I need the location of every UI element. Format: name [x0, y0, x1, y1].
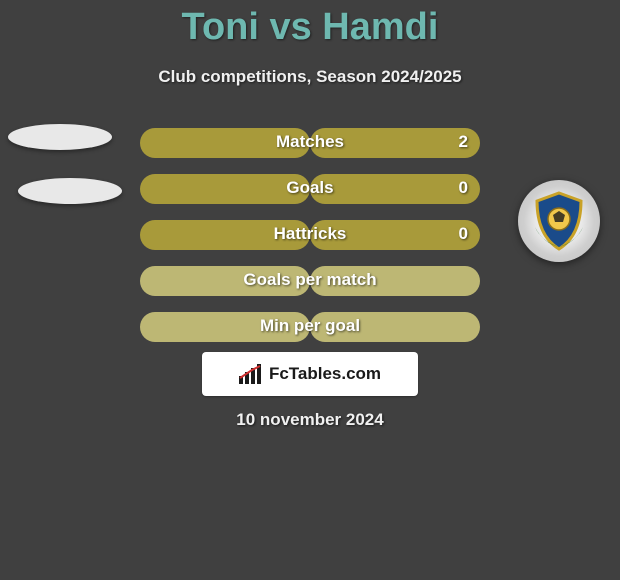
stat-value-right: 2 [459, 132, 468, 152]
stat-label: Goals per match [243, 270, 376, 290]
stat-label: Hattricks [274, 224, 347, 244]
bar-chart-icon [239, 364, 263, 384]
stat-value-right: 0 [459, 178, 468, 198]
stat-row: Min per goal [0, 304, 620, 350]
stat-row: Matches 2 [0, 120, 620, 166]
stat-label: Min per goal [260, 316, 360, 336]
brand-box[interactable]: FcTables.com [202, 352, 418, 396]
stats-comparison: Matches 2 Goals 0 Hattricks 0 Goals per match M… [0, 120, 620, 350]
stat-row: Goals 0 [0, 166, 620, 212]
stat-label: Goals [286, 178, 333, 198]
stat-row: Hattricks 0 [0, 212, 620, 258]
stat-bar-left [140, 174, 310, 204]
brand-label: FcTables.com [269, 364, 381, 384]
page-title: Toni vs Hamdi [0, 0, 620, 49]
stat-label: Matches [276, 132, 344, 152]
stat-value-right: 0 [459, 224, 468, 244]
stat-bar-right [310, 174, 480, 204]
page-subtitle: Club competitions, Season 2024/2025 [0, 67, 620, 87]
stat-row: Goals per match [0, 258, 620, 304]
date-line: 10 november 2024 [236, 410, 383, 430]
